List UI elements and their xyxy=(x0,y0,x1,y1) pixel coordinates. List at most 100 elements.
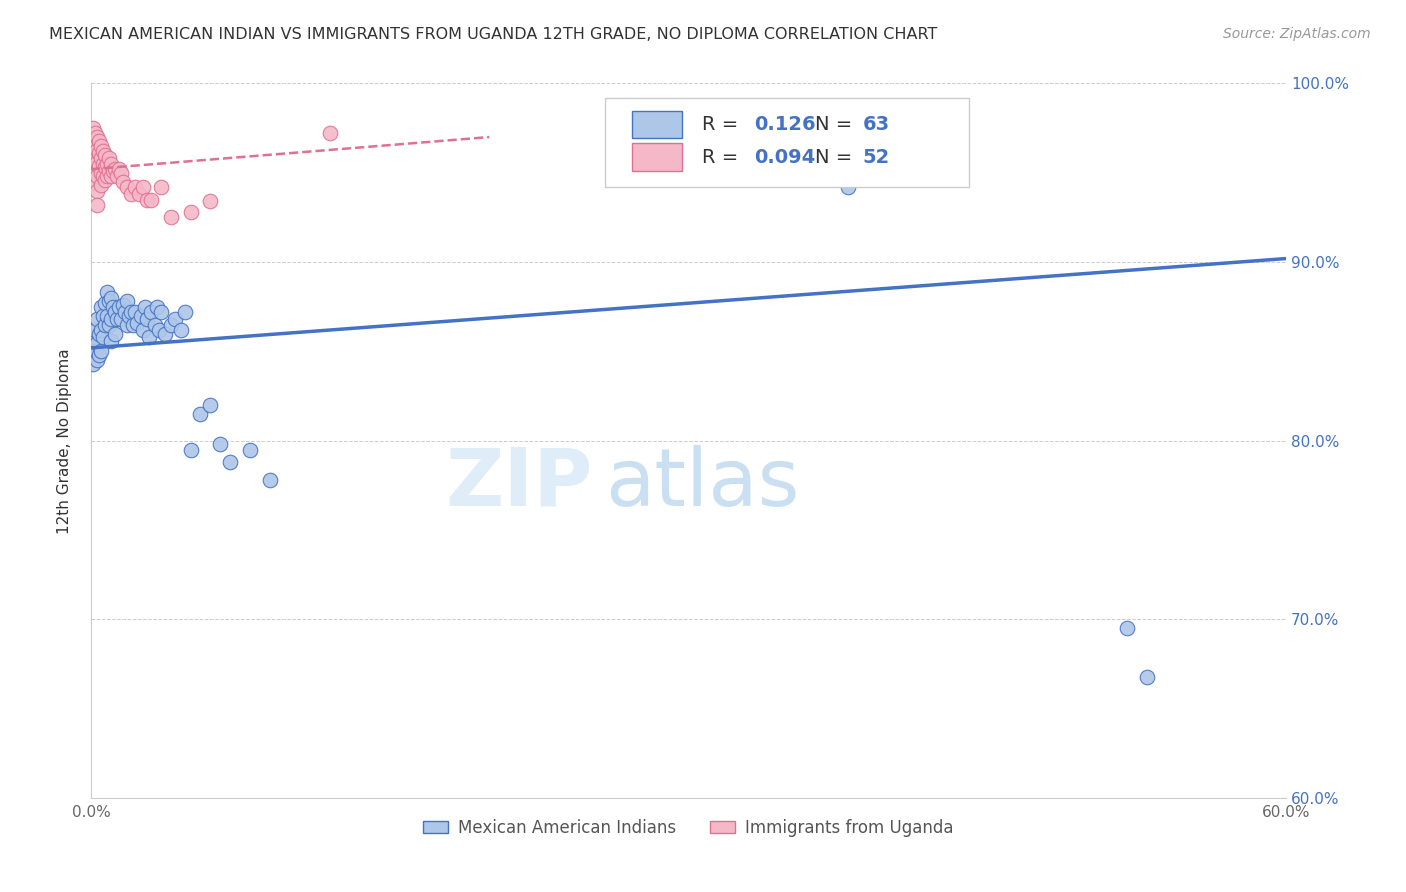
Point xyxy=(84,344,107,359)
Point xyxy=(82,177,104,191)
Point xyxy=(180,205,202,219)
Point xyxy=(87,146,110,161)
Point xyxy=(91,145,114,159)
Point xyxy=(84,127,107,141)
FancyBboxPatch shape xyxy=(605,98,969,187)
Point xyxy=(100,312,122,326)
Point xyxy=(94,161,117,175)
Point xyxy=(259,473,281,487)
Point xyxy=(125,316,148,330)
Point xyxy=(200,194,222,209)
Point xyxy=(132,180,155,194)
Point xyxy=(124,180,146,194)
Point xyxy=(148,323,170,337)
Point xyxy=(87,159,110,173)
Point xyxy=(100,334,122,348)
Point xyxy=(97,294,120,309)
Point xyxy=(86,143,108,157)
Point xyxy=(86,335,108,350)
Point xyxy=(91,309,114,323)
Point xyxy=(143,318,166,332)
Point xyxy=(97,152,120,166)
Text: 0.094: 0.094 xyxy=(754,147,815,167)
Point xyxy=(132,323,155,337)
FancyBboxPatch shape xyxy=(633,144,682,170)
Point xyxy=(100,291,122,305)
Point xyxy=(101,300,124,314)
Point xyxy=(86,353,108,368)
Point xyxy=(111,175,134,189)
Point xyxy=(90,178,112,193)
Point xyxy=(120,305,142,319)
Text: Source: ZipAtlas.com: Source: ZipAtlas.com xyxy=(1223,27,1371,41)
Point xyxy=(90,344,112,359)
Point xyxy=(101,164,124,178)
Point xyxy=(82,162,104,177)
Point xyxy=(159,211,181,225)
Text: MEXICAN AMERICAN INDIAN VS IMMIGRANTS FROM UGANDA 12TH GRADE, NO DIPLOMA CORRELA: MEXICAN AMERICAN INDIAN VS IMMIGRANTS FR… xyxy=(49,27,938,42)
Point xyxy=(91,169,114,184)
Text: atlas: atlas xyxy=(605,445,799,523)
Y-axis label: 12th Grade, No Diploma: 12th Grade, No Diploma xyxy=(58,348,72,533)
Point xyxy=(82,335,104,350)
Point xyxy=(135,312,157,326)
Point xyxy=(149,305,172,319)
Text: 63: 63 xyxy=(863,115,890,135)
Point xyxy=(110,312,132,326)
Point xyxy=(163,312,186,326)
Point xyxy=(90,152,112,166)
Point xyxy=(100,157,122,171)
Point xyxy=(319,127,342,141)
Point xyxy=(219,455,242,469)
Point xyxy=(139,305,162,319)
Point xyxy=(149,180,172,194)
Point xyxy=(239,442,262,457)
Point xyxy=(82,148,104,162)
Point xyxy=(200,398,222,412)
Point xyxy=(87,134,110,148)
Point xyxy=(104,305,127,319)
Point xyxy=(91,330,114,344)
Point xyxy=(120,187,142,202)
Point xyxy=(139,193,162,207)
Point xyxy=(84,153,107,168)
Point xyxy=(96,157,118,171)
Point xyxy=(87,326,110,341)
Point xyxy=(100,169,122,184)
Point xyxy=(82,121,104,136)
Point xyxy=(86,155,108,169)
Point xyxy=(82,134,104,148)
Point xyxy=(105,312,128,326)
Point xyxy=(121,318,143,332)
Point xyxy=(115,318,138,332)
Point xyxy=(129,309,152,323)
Point xyxy=(145,300,167,314)
Point xyxy=(86,169,108,184)
Point xyxy=(90,139,112,153)
Point xyxy=(1135,670,1157,684)
Point xyxy=(97,164,120,178)
Point xyxy=(209,437,232,451)
Point xyxy=(128,187,150,202)
Point xyxy=(159,318,181,332)
Text: ZIP: ZIP xyxy=(446,445,593,523)
Point xyxy=(108,162,131,177)
Point xyxy=(94,318,117,332)
Point xyxy=(115,294,138,309)
Point xyxy=(96,309,118,323)
Point xyxy=(124,305,146,319)
FancyBboxPatch shape xyxy=(633,112,682,138)
Point xyxy=(135,193,157,207)
Point xyxy=(1115,621,1137,635)
Point xyxy=(104,326,127,341)
Point xyxy=(114,305,136,319)
Point xyxy=(118,309,141,323)
Point xyxy=(173,305,195,319)
Point xyxy=(86,312,108,326)
Point xyxy=(97,318,120,332)
Point xyxy=(134,300,156,314)
Point xyxy=(104,162,127,177)
Point xyxy=(110,166,132,180)
Point xyxy=(105,169,128,184)
Point xyxy=(190,407,212,421)
